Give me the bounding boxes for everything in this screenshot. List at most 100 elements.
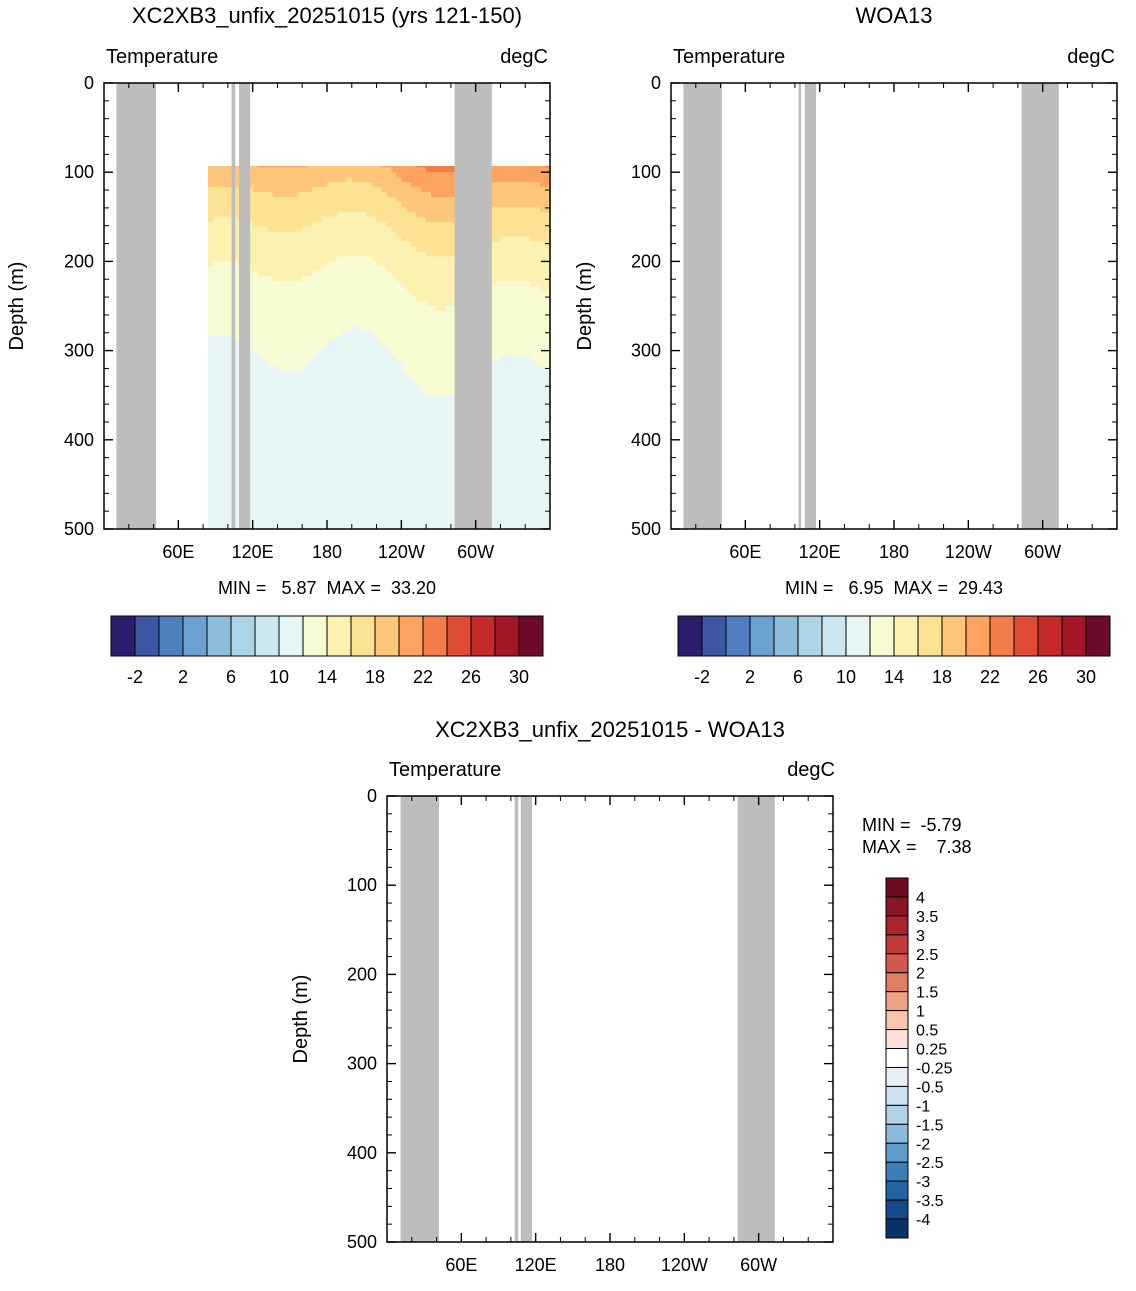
x-tick-label: 120W bbox=[661, 1255, 708, 1275]
colorbar-label: 2 bbox=[178, 667, 188, 687]
colorbar-label: 1 bbox=[916, 1004, 925, 1021]
colorbar-label: 2 bbox=[916, 966, 925, 983]
colorbar-swatch bbox=[677, 615, 703, 657]
colorbar-swatch bbox=[885, 953, 909, 974]
colorbar-swatch bbox=[1013, 615, 1039, 657]
x-tick-label: 60E bbox=[445, 1255, 477, 1275]
colorbar-label: 22 bbox=[413, 667, 433, 687]
colorbar-label: 26 bbox=[461, 667, 481, 687]
colorbar-label: 18 bbox=[932, 667, 952, 687]
colorbar-swatch bbox=[494, 615, 520, 657]
colorbar-swatch bbox=[885, 1218, 909, 1239]
colorbar-swatch bbox=[885, 934, 909, 955]
panel-obs: WOA13 Temperature degC Depth (m) 0 100 200… bbox=[574, 3, 1118, 687]
colorbar-swatch bbox=[885, 991, 909, 1012]
colorbar-swatch bbox=[845, 615, 871, 657]
land-mask-band bbox=[804, 83, 816, 529]
colorbar-swatch bbox=[158, 615, 184, 657]
land-mask-band bbox=[514, 796, 519, 1242]
colorbar-label: -1 bbox=[916, 1098, 930, 1115]
y-axis-label: Depth (m) bbox=[6, 262, 28, 351]
colorbar-label: 10 bbox=[269, 667, 289, 687]
colorbar-swatch bbox=[885, 1048, 909, 1068]
colorbar: 4 3.5 3 2.5 2 1.5 1 0.5 0.25-0.25 -0.5 -1 -1.5 -2 -2.… bbox=[885, 877, 953, 1239]
colorbar-label: 30 bbox=[509, 667, 529, 687]
colorbar-swatch bbox=[885, 972, 909, 993]
colorbar-swatch bbox=[422, 615, 448, 657]
min-stat: MIN = -5.79 bbox=[862, 815, 962, 835]
variable-label: Temperature bbox=[389, 759, 501, 781]
land-mask-band bbox=[231, 83, 236, 529]
units-label: degC bbox=[500, 46, 548, 68]
x-tick-label: 60W bbox=[457, 542, 494, 562]
colorbar-label: -2 bbox=[694, 667, 710, 687]
colorbar-label: 2.5 bbox=[916, 947, 938, 964]
max-stat: MAX = 7.38 bbox=[862, 837, 972, 857]
colorbar-swatch bbox=[518, 615, 544, 657]
panel-title: WOA13 bbox=[855, 3, 932, 28]
colorbar-label: -4 bbox=[916, 1212, 930, 1229]
colorbar-swatch bbox=[230, 615, 256, 657]
colorbar-swatch bbox=[885, 1180, 909, 1201]
colorbar-swatch bbox=[885, 896, 909, 917]
variable-label: Temperature bbox=[673, 46, 785, 68]
y-tick-label: 400 bbox=[347, 1143, 377, 1163]
x-tick-label: 120W bbox=[945, 542, 992, 562]
land-mask-band bbox=[520, 796, 532, 1242]
colorbar-swatch bbox=[749, 615, 775, 657]
y-tick-label: 0 bbox=[84, 73, 94, 93]
colorbar-swatch bbox=[885, 1199, 909, 1220]
colorbar-label: -1.5 bbox=[916, 1117, 944, 1134]
y-tick-label: 500 bbox=[64, 519, 94, 539]
colorbar-swatch bbox=[893, 615, 919, 657]
colorbar-swatch bbox=[885, 1066, 909, 1087]
colorbar-swatch bbox=[254, 615, 280, 657]
colorbar-swatch bbox=[885, 1029, 909, 1050]
colorbar-swatch bbox=[134, 615, 160, 657]
axes-frame: 0 100 200 300 400 500 60E 120E 180 120W 60W bbox=[631, 73, 1118, 562]
colorbar-swatch bbox=[1061, 615, 1087, 657]
colorbar-swatch bbox=[885, 915, 909, 936]
y-tick-label: 400 bbox=[64, 430, 94, 450]
colorbar-label: -2 bbox=[127, 667, 143, 687]
colorbar-label: 10 bbox=[836, 667, 856, 687]
variable-label: Temperature bbox=[106, 46, 218, 68]
y-tick-label: 200 bbox=[64, 251, 94, 271]
y-tick-label: 300 bbox=[347, 1054, 377, 1074]
x-tick-label: 60W bbox=[740, 1255, 777, 1275]
colorbar-swatch bbox=[917, 615, 943, 657]
panel-title: XC2XB3_unfix_20251015 (yrs 121-150) bbox=[132, 3, 522, 28]
land-mask bbox=[116, 83, 492, 529]
y-tick-label: 100 bbox=[631, 162, 661, 182]
land-mask-band bbox=[116, 83, 156, 529]
colorbar-label: 2 bbox=[745, 667, 755, 687]
y-tick-label: 500 bbox=[347, 1232, 377, 1252]
min-max-stats: MIN = 6.95 MAX = 29.43 bbox=[785, 578, 1003, 598]
colorbar-label: -3.5 bbox=[916, 1193, 944, 1210]
colorbar-swatch bbox=[821, 615, 847, 657]
colorbar-label: -3 bbox=[916, 1174, 930, 1191]
colorbar-swatch bbox=[885, 877, 909, 898]
colorbar-label: -0.5 bbox=[916, 1079, 944, 1096]
colorbar-label: 18 bbox=[365, 667, 385, 687]
colorbar-label: 0.25 bbox=[916, 1042, 947, 1059]
land-mask-band bbox=[798, 83, 802, 529]
x-tick-label: 180 bbox=[595, 1255, 625, 1275]
x-tick-label: 60E bbox=[729, 542, 761, 562]
colorbar-label: 0.5 bbox=[916, 1023, 938, 1040]
y-tick-label: 200 bbox=[347, 964, 377, 984]
y-tick-label: 0 bbox=[367, 786, 377, 806]
y-tick-label: 100 bbox=[64, 162, 94, 182]
colorbar-label: 22 bbox=[980, 667, 1000, 687]
x-tick-label: 120E bbox=[515, 1255, 557, 1275]
min-max-stats: MIN = 5.87 MAX = 33.20 bbox=[218, 578, 436, 598]
y-tick-label: 500 bbox=[631, 519, 661, 539]
colorbar-label: 4 bbox=[916, 890, 925, 907]
axes-frame: 0 100 200 300 400 500 60E 120E 180 120W 60W bbox=[64, 73, 551, 562]
y-tick-label: 200 bbox=[631, 251, 661, 271]
panel-diff: XC2XB3_unfix_20251015 - WOA13 Temperatur… bbox=[290, 717, 972, 1275]
colorbar-label: 30 bbox=[1076, 667, 1096, 687]
panel-model: XC2XB3_unfix_20251015 (yrs 121-150) Temp… bbox=[6, 3, 551, 687]
colorbar-swatch bbox=[869, 615, 895, 657]
colorbar-label: -2 bbox=[916, 1136, 930, 1153]
